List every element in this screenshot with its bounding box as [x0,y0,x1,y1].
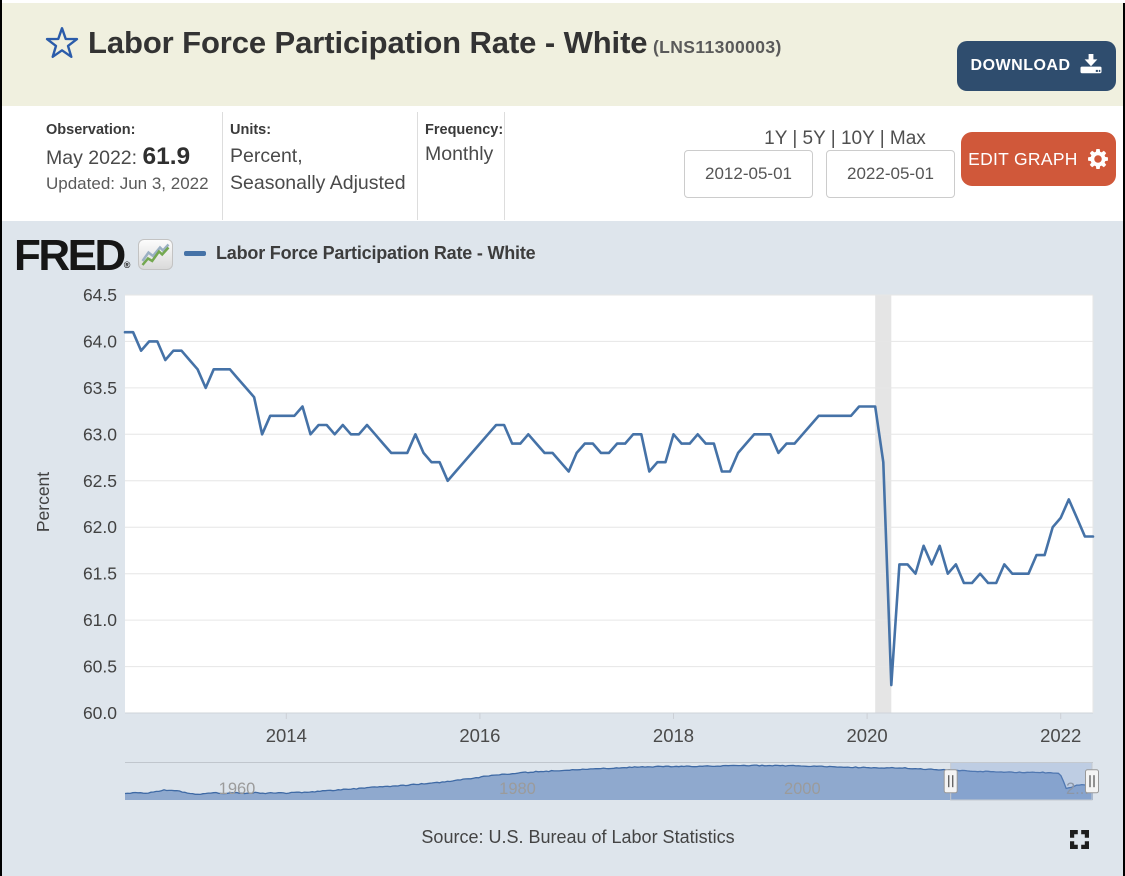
svg-text:2016: 2016 [459,725,500,746]
svg-text:60.0: 60.0 [83,703,117,723]
svg-text:63.0: 63.0 [83,424,117,444]
svg-text:2018: 2018 [653,725,694,746]
svg-text:61.0: 61.0 [83,610,117,630]
svg-text:64.5: 64.5 [83,285,117,305]
svg-text:62.5: 62.5 [83,471,117,491]
svg-text:61.5: 61.5 [83,564,117,584]
svg-text:2...: 2... [1066,780,1089,798]
svg-text:1960: 1960 [219,780,256,798]
svg-text:2014: 2014 [266,725,307,746]
svg-text:60.5: 60.5 [83,657,117,677]
svg-text:63.5: 63.5 [83,378,117,398]
svg-text:Source: U.S. Bureau of Labor S: Source: U.S. Bureau of Labor Statistics [421,827,734,847]
svg-text:2020: 2020 [847,725,888,746]
svg-text:Percent: Percent [33,472,53,532]
svg-text:64.0: 64.0 [83,331,117,351]
svg-text:62.0: 62.0 [83,517,117,537]
svg-text:2000: 2000 [784,780,821,798]
svg-text:2022: 2022 [1040,725,1081,746]
svg-text:1980: 1980 [499,780,536,798]
